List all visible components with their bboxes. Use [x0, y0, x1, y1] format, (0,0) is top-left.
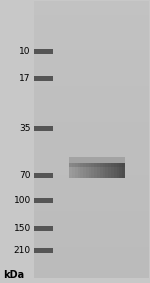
FancyBboxPatch shape [34, 248, 53, 253]
FancyBboxPatch shape [122, 163, 125, 178]
FancyBboxPatch shape [111, 163, 114, 178]
FancyBboxPatch shape [103, 163, 105, 178]
FancyBboxPatch shape [83, 163, 86, 178]
FancyBboxPatch shape [86, 163, 89, 178]
FancyBboxPatch shape [89, 163, 92, 178]
Text: kDa: kDa [3, 270, 24, 280]
Text: 150: 150 [14, 224, 31, 233]
FancyBboxPatch shape [114, 163, 117, 178]
FancyBboxPatch shape [100, 163, 103, 178]
FancyBboxPatch shape [75, 163, 78, 178]
Text: 10: 10 [19, 47, 31, 56]
FancyBboxPatch shape [80, 163, 83, 178]
FancyBboxPatch shape [34, 76, 53, 82]
FancyBboxPatch shape [34, 126, 53, 131]
FancyBboxPatch shape [69, 163, 72, 178]
FancyBboxPatch shape [34, 226, 53, 231]
FancyBboxPatch shape [108, 163, 111, 178]
Text: 210: 210 [14, 246, 31, 255]
FancyBboxPatch shape [117, 163, 119, 178]
FancyBboxPatch shape [34, 49, 53, 54]
FancyBboxPatch shape [78, 163, 80, 178]
FancyBboxPatch shape [34, 1, 149, 278]
FancyBboxPatch shape [92, 163, 94, 178]
Text: 35: 35 [19, 124, 31, 133]
FancyBboxPatch shape [94, 163, 97, 178]
Text: 70: 70 [19, 171, 31, 180]
FancyBboxPatch shape [34, 198, 53, 203]
FancyBboxPatch shape [97, 163, 100, 178]
FancyBboxPatch shape [119, 163, 122, 178]
FancyBboxPatch shape [34, 173, 53, 178]
FancyBboxPatch shape [105, 163, 108, 178]
Text: 17: 17 [19, 74, 31, 83]
FancyBboxPatch shape [72, 163, 75, 178]
Text: 100: 100 [14, 196, 31, 205]
FancyBboxPatch shape [69, 157, 125, 167]
